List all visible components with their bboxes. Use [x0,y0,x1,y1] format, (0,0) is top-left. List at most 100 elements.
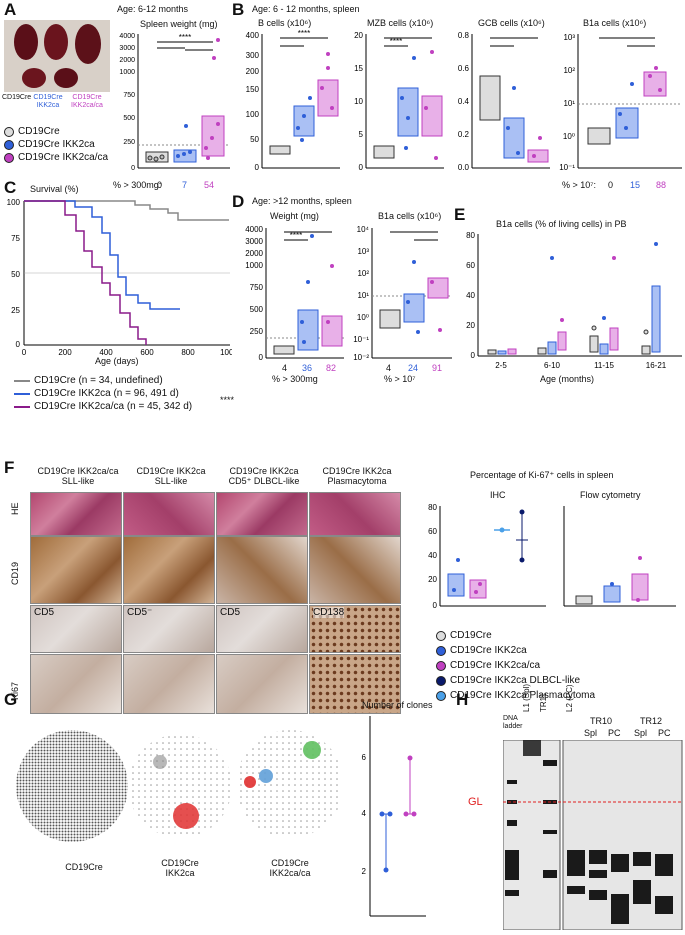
photo-label-caca: CD19Cre IKK2ca/ca [71,94,103,109]
svg-text:2000: 2000 [245,249,263,258]
g-label-1: CD19Cre IKK2ca [161,858,199,878]
d-count-w-1: 36 [302,363,313,373]
tick-3000: 3000 [119,45,135,52]
b-title-0: B cells (x10⁶) [258,18,312,28]
svg-text:10²: 10² [357,269,369,278]
tick-4000: 4000 [119,33,135,40]
legend-a-caca: CD19Cre IKK2ca/ca [4,152,108,163]
d-count-b-0: 4 [386,363,392,373]
svg-text:0: 0 [433,601,438,610]
svg-text:1000: 1000 [245,261,263,270]
legend-label: CD19Cre IKK2ca/ca (n = 45, 342 d) [34,401,193,412]
h-lane-l2: L2 (PC) [565,684,574,712]
legend-f-wt: CD19Cre [436,630,492,641]
svg-text:10¹: 10¹ [563,99,575,108]
gel-image [503,740,683,930]
svg-text:10⁰: 10⁰ [357,313,369,322]
legend-f-plasma: CD19Cre IKK2ca Plasmacytoma [436,690,595,701]
d-title-0: Weight (mg) [270,211,319,221]
tile-label-cd5: CD5 [34,607,55,618]
tile-cd5-1: CD5⁻ [123,605,215,653]
d-count-b-2: 91 [432,363,443,373]
clones-title: Number of clones [362,700,433,710]
svg-text:500: 500 [250,305,264,314]
tile-cd19-3 [309,536,401,604]
svg-text:40: 40 [428,551,437,560]
svg-text:750: 750 [250,283,264,292]
tile-ki67-0 [30,654,122,714]
panel-b-age: Age: 6 - 12 months, spleen [252,4,360,14]
chart-b-cells: 400 300 200 150 100 50 0 **** [246,29,340,172]
tile-he-0 [30,492,122,536]
legend-label: CD19Cre IKK2ca [450,645,527,656]
h-lane-pc1: PC [608,728,621,738]
legend-c-wt: CD19Cre (n = 34, undefined) [14,375,163,386]
svg-text:100: 100 [7,198,21,207]
tick-750: 750 [123,92,135,99]
svg-text:****: **** [290,231,302,240]
tile-cd19-2 [216,536,308,604]
legend-dot [4,126,14,137]
legend-dot [4,152,14,163]
legend-f-ca: CD19Cre IKK2ca [436,645,527,656]
legend-f-dlbcl: CD19Cre IKK2ca DLBCL-like [436,675,580,686]
svg-text:25: 25 [11,306,20,315]
svg-text:0.8: 0.8 [458,31,470,40]
legend-label: CD19Cre IKK2ca Plasmacytoma [450,690,596,701]
panel-label-g: G [4,690,18,709]
chart-mzb-cells: 20 15 10 5 0 **** [354,31,444,172]
d-count-w-0: 4 [282,363,288,373]
legend-label: CD19Cre (n = 34, undefined) [34,375,163,386]
panel-label-c: C [4,178,17,197]
survival-ca [24,200,180,310]
ihc-label: IHC [490,490,506,500]
h-lane-spl1: Spl [584,728,598,738]
svg-text:150: 150 [246,85,260,94]
legend-label: CD19Cre IKK2ca/ca [18,152,109,163]
legend-label: CD19Cre IKK2ca (n = 96, 491 d) [34,388,179,399]
d-count-b-1: 24 [408,363,419,373]
legend-label: CD19Cre [450,630,492,641]
spleen-photo-graphic [4,20,110,92]
svg-text:60: 60 [428,527,437,536]
svg-text:6: 6 [362,753,367,762]
svg-text:15: 15 [354,64,363,73]
sig-stars: **** [179,33,191,42]
svg-text:0: 0 [471,351,476,360]
svg-text:10: 10 [354,97,363,106]
h-lane-ladder: DNA ladder [503,715,523,730]
svg-text:10⁰: 10⁰ [563,132,575,141]
b-title-3: B1a cells (x10⁶) [583,18,647,28]
tile-cd5-0: CD5 [30,605,122,653]
y-axis [137,34,230,169]
svg-text:400: 400 [99,348,113,357]
photo-label-wt: CD19Cre [2,94,32,101]
f-col-1: CD19Cre IKK2ca SLL-like [136,466,206,486]
svg-text:0.2: 0.2 [458,130,470,139]
chart-d-weight: 4000 3000 2000 1000 750 500 250 0 **** [245,225,344,362]
chart-d-b1a: 10⁴ 10³ 10² 10¹ 10⁰ 10⁻¹ 10⁻² [353,225,452,362]
tile-ki67-1 [123,654,215,714]
f-col-3: CD19Cre IKK2ca Plasmacytoma [322,466,392,486]
clone-circles [16,730,340,842]
svg-text:4000: 4000 [245,225,263,234]
svg-text:10⁻¹: 10⁻¹ [353,335,369,344]
survival-xlabel: Age (days) [95,356,139,366]
e-xlabel: Age (months) [540,374,595,384]
tile-label-cd5-neg: CD5⁻ [127,607,153,618]
pct-label-a: % > 300mg: [113,180,162,190]
svg-text:200: 200 [246,67,260,76]
h-lane-tr10: TR10 [590,716,613,726]
pct-b-wt: 0 [608,180,614,190]
survival-wt [24,200,229,221]
flow-label: Flow cytometry [580,490,641,500]
svg-text:20: 20 [428,575,437,584]
spleen-photo [4,20,110,92]
legend-label: CD19Cre IKK2ca [18,139,95,150]
legend-dot [436,675,446,686]
survival-caca [24,200,147,345]
panel-d-age: Age: >12 months, spleen [252,196,352,206]
chart-b1a-cells: 10³ 10² 10¹ 10⁰ 10⁻¹ [559,33,682,172]
